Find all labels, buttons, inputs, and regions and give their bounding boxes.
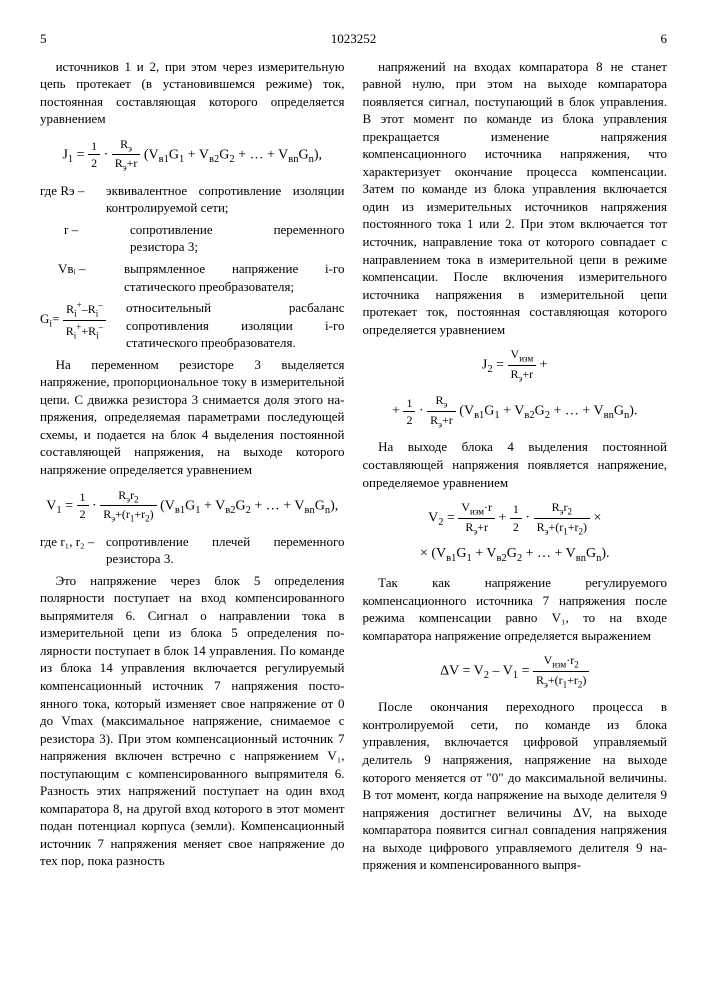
right-formula-2b: × (Vв1G1 + Vв2G2 + … + VвnGn).	[363, 545, 668, 566]
right-page-num: 6	[661, 30, 668, 48]
right-formula-3: ΔV = V2 – V1 = Vизм·r2Rэ+(r1+r2)	[363, 652, 668, 690]
right-p3: Так как напряжение регулируемого компенс…	[363, 574, 668, 644]
right-p4: После окончания переходного про­цесса в …	[363, 698, 668, 873]
left-column: источников 1 и 2, при этом через из­мери…	[40, 58, 345, 874]
right-p2: На выходе блока 4 выделения по­стоянной …	[363, 438, 668, 491]
doc-number: 1023252	[47, 30, 661, 48]
left-formula-2: V1 = 12 · Rэr2Rэ+(r1+r2) (Vв1G1 + Vв2G2 …	[40, 487, 345, 525]
where-R-row: где Rэ – эквивалентное сопротивление изо…	[40, 182, 345, 217]
right-p1: напряжений на входах компаратора 8 не ст…	[363, 58, 668, 339]
right-formula-2a: V2 = Vизм·rRэ+r + 12 · Rэr2Rэ+(r1+r2) ×	[363, 499, 668, 537]
left-formula-1: J1 = 12 · RэRэ+r (Vв1G1 + Vв2G2 + … + Vв…	[40, 136, 345, 174]
left-p2: На переменном резисторе 3 выделя­ется на…	[40, 356, 345, 479]
left-p1: источников 1 и 2, при этом через из­мери…	[40, 58, 345, 128]
right-formula-1a: J2 = VизмRэ+r +	[363, 346, 668, 384]
where-G-row: Gi= Ri+–Ri–Ri++Ri– относительный расбала…	[40, 299, 345, 352]
left-p3: Это напряжение через блок 5 опре­деления…	[40, 572, 345, 870]
page-header: 5 1023252 6	[40, 30, 667, 48]
where-r-row: r – сопротивление переменного резистора …	[40, 221, 345, 256]
where-Vb-row: Vвᵢ – выпрямленное напряжение i-го стати…	[40, 260, 345, 295]
content-columns: источников 1 и 2, при этом через из­мери…	[40, 58, 667, 874]
right-formula-1b: + 12 · RэRэ+r (Vв1G1 + Vв2G2 + … + VвnGn…	[363, 392, 668, 430]
where2-r-row: где r₁, r₂ – сопротивление плечей пе­рем…	[40, 533, 345, 568]
right-column: напряжений на входах компаратора 8 не ст…	[363, 58, 668, 874]
